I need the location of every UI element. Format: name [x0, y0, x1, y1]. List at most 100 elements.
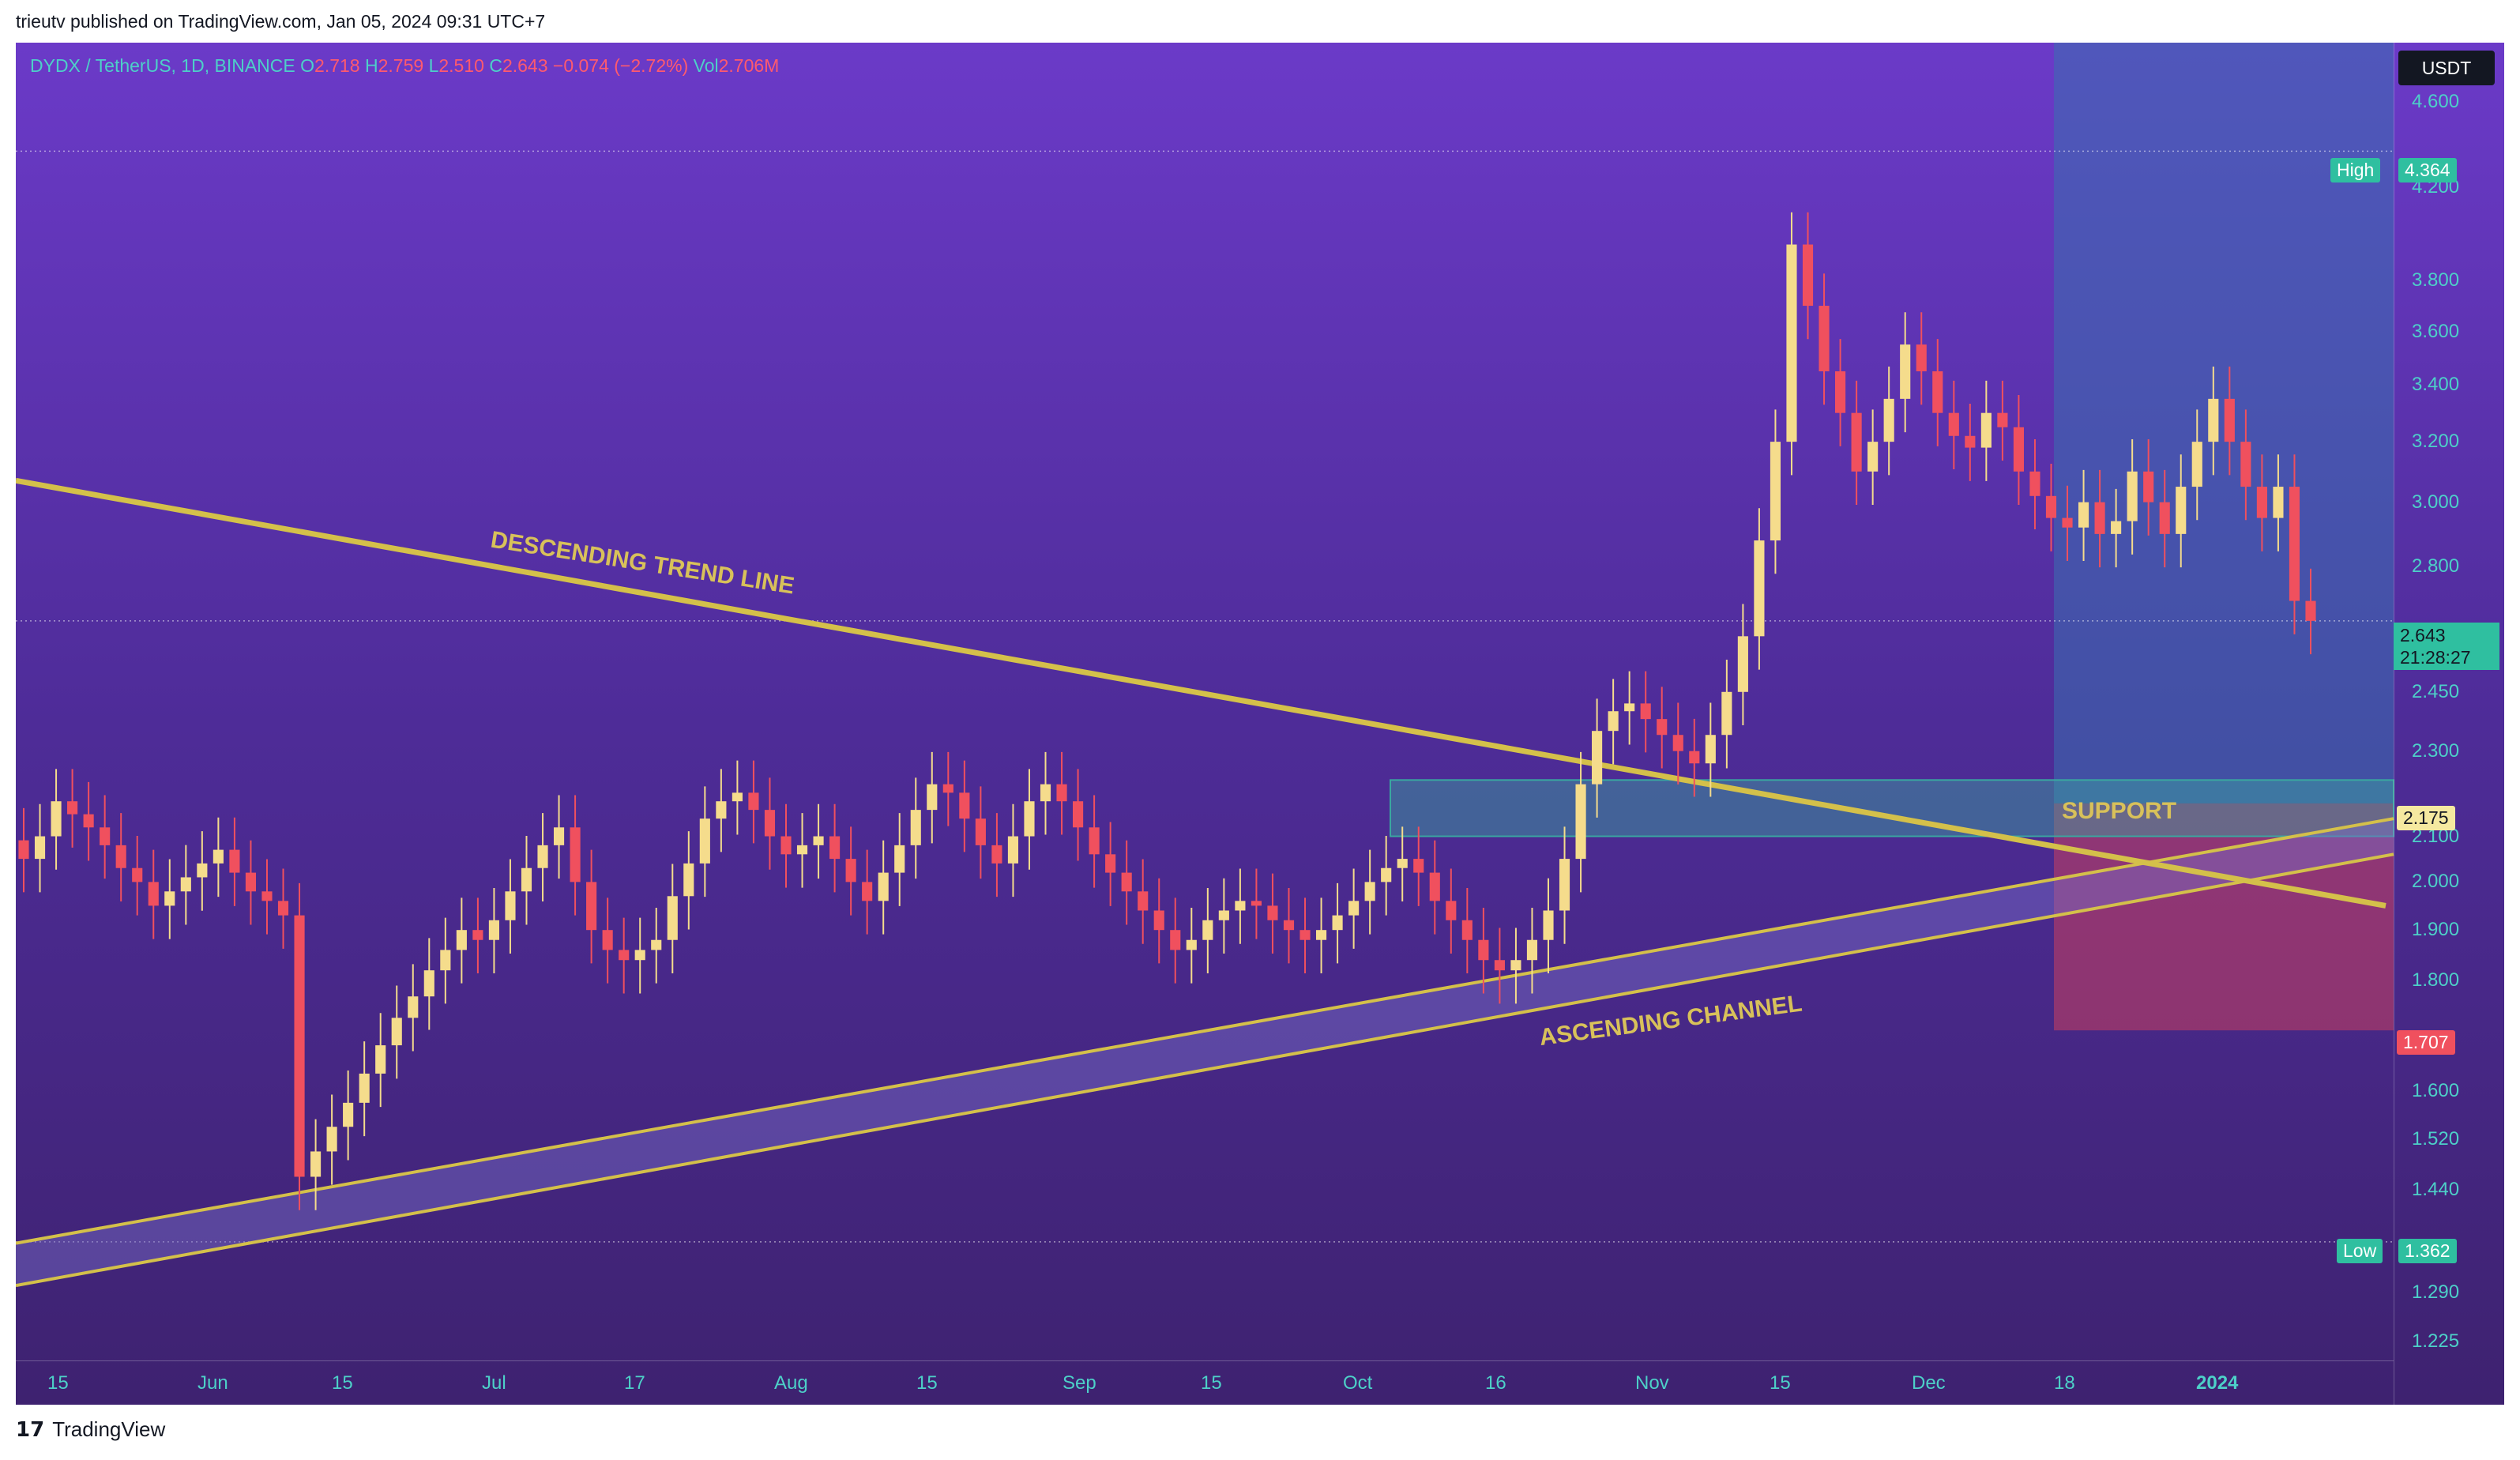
- price-tick-label: 1.800: [2412, 969, 2460, 992]
- candle-body: [1056, 784, 1067, 802]
- candle-body: [391, 1018, 402, 1046]
- candle-body: [1315, 930, 1327, 940]
- candle-body: [180, 877, 191, 892]
- candle-body: [2127, 471, 2138, 521]
- currency-unit-button[interactable]: USDT: [2398, 51, 2495, 85]
- price-tick-label: 1.440: [2412, 1178, 2460, 1200]
- stop-zone: [2054, 803, 2394, 1031]
- candle-body: [2289, 487, 2300, 601]
- price-tick-label: 3.600: [2412, 320, 2460, 342]
- candle-body: [1461, 920, 1473, 940]
- time-tick-label: 15: [47, 1372, 69, 1394]
- price-tick-label: 1.600: [2412, 1079, 2460, 1101]
- candle-body: [2029, 471, 2040, 496]
- candle-body: [1559, 859, 1570, 911]
- candle-body: [1900, 344, 1911, 399]
- candle-body: [699, 818, 710, 864]
- candle-body: [1478, 939, 1489, 961]
- open-value: 2.718: [314, 55, 360, 76]
- candle-body: [83, 814, 94, 828]
- candle-body: [1624, 703, 1635, 712]
- candle-body: [2256, 487, 2267, 518]
- candle-body: [456, 930, 467, 950]
- price-axis[interactable]: 4.600 4.200 3.800 3.600 3.400 3.200 3.000 2.800…: [2394, 43, 2504, 1405]
- time-axis[interactable]: 15 Jun 15 Jul 17 Aug 15 Sep 15 Oct 16 Nov 15 Dec 18 202…: [16, 1360, 2394, 1405]
- candle-body: [1965, 435, 1976, 448]
- candle-body: [423, 970, 434, 997]
- candle-body: [1251, 901, 1262, 906]
- candle-body: [1138, 891, 1149, 911]
- chart-area[interactable]: DESCENDING TREND LINE ASCENDING CHANNEL SU…: [16, 43, 2504, 1405]
- candle-body: [1332, 915, 1343, 931]
- candle-body: [553, 827, 565, 845]
- candle-body: [1835, 371, 1846, 413]
- candle-body: [164, 891, 175, 906]
- ascending-channel-upper: [16, 817, 2394, 1245]
- candle-body: [472, 930, 483, 940]
- candle-body: [1348, 901, 1360, 916]
- candle-body: [1024, 801, 1035, 837]
- ascending-channel-lower: [16, 852, 2394, 1288]
- candle-body: [2094, 502, 2105, 534]
- low-marker-value: 1.362: [2398, 1239, 2457, 1263]
- candle-body: [1040, 784, 1051, 802]
- candle-body: [537, 845, 548, 868]
- high-marker-label: High: [2330, 158, 2381, 182]
- candle-body: [245, 872, 257, 892]
- low-label: L: [428, 55, 439, 76]
- price-tick-label: 2.000: [2412, 871, 2460, 893]
- candle-body: [1657, 719, 1668, 736]
- candle-body: [1494, 960, 1505, 971]
- candle-body: [1819, 306, 1830, 371]
- brand-name: TradingView: [52, 1417, 166, 1441]
- candle-body: [521, 867, 532, 892]
- candle-body: [683, 863, 694, 897]
- candle-body: [619, 950, 630, 961]
- target-zone: [2054, 43, 2394, 803]
- footer-brand: 𝟭𝟳 TradingView: [16, 1417, 165, 1442]
- time-tick-label: 15: [1201, 1372, 1222, 1394]
- candle-body: [927, 784, 938, 811]
- candle-body: [1202, 920, 1213, 940]
- candle-body: [570, 827, 581, 882]
- candle-body: [294, 915, 305, 1177]
- change-value: −0.074 (−2.72%): [552, 55, 689, 76]
- candle-body: [440, 950, 451, 971]
- candle-body: [1283, 920, 1295, 931]
- candle-body: [2013, 427, 2024, 472]
- candle-body: [878, 872, 889, 901]
- support-price-tag: 2.175: [2397, 806, 2455, 830]
- candle-body: [1948, 412, 1959, 436]
- candle-body: [829, 836, 841, 860]
- candle-body: [1186, 939, 1197, 950]
- time-tick-label: 15: [332, 1372, 353, 1394]
- candle-body: [1705, 735, 1716, 764]
- price-tick-label: 1.290: [2412, 1281, 2460, 1304]
- time-tick-label: 18: [2054, 1372, 2075, 1394]
- candle-body: [1153, 910, 1164, 931]
- stop-price-tag: 1.707: [2397, 1030, 2455, 1055]
- price-tick-label: 2.450: [2412, 680, 2460, 702]
- candle-body: [67, 801, 78, 815]
- candle-body: [310, 1151, 322, 1177]
- candle-body: [1235, 901, 1246, 911]
- candle-body: [1218, 910, 1229, 920]
- candle-body: [326, 1127, 337, 1152]
- candle-body: [1429, 872, 1440, 901]
- candle-body: [343, 1102, 354, 1127]
- candle-body: [796, 845, 808, 855]
- candle-body: [1364, 882, 1375, 901]
- price-tick-label: 1.520: [2412, 1127, 2460, 1150]
- support-zone: [1390, 779, 2394, 837]
- time-tick-label: Dec: [1912, 1372, 1946, 1394]
- candle-body: [100, 827, 111, 845]
- low-marker-label: Low: [2337, 1239, 2383, 1263]
- candle-body: [277, 901, 289, 916]
- price-tick-label: 3.800: [2412, 269, 2460, 292]
- time-tick-label: Aug: [774, 1372, 808, 1394]
- candle-body: [1089, 827, 1100, 855]
- tradingview-logo-icon: 𝟭𝟳: [16, 1417, 45, 1441]
- candle-body: [18, 840, 29, 860]
- time-tick-label: Oct: [1343, 1372, 1373, 1394]
